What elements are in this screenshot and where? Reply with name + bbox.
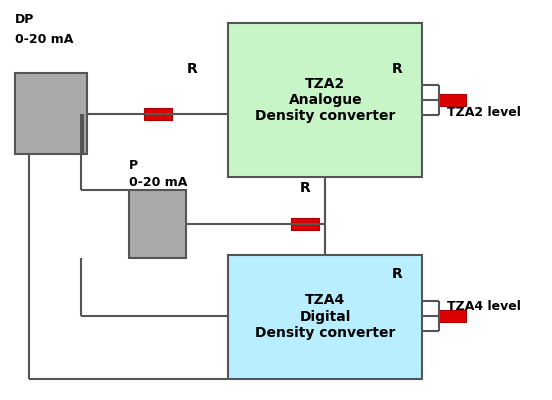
Text: TZA2
Analogue
Density converter: TZA2 Analogue Density converter bbox=[255, 77, 395, 123]
Bar bbox=[291, 218, 319, 230]
Text: 0-20 mA: 0-20 mA bbox=[129, 176, 187, 189]
Bar bbox=[228, 255, 422, 379]
Text: 0-20 mA: 0-20 mA bbox=[15, 33, 74, 46]
Text: R: R bbox=[187, 62, 198, 76]
Text: TZA4
Digital
Density converter: TZA4 Digital Density converter bbox=[255, 294, 395, 340]
Text: R: R bbox=[392, 62, 403, 76]
Text: R: R bbox=[300, 181, 310, 195]
Bar bbox=[15, 73, 87, 154]
Text: TZA2 level: TZA2 level bbox=[447, 106, 521, 119]
Bar bbox=[228, 23, 422, 177]
Bar bbox=[129, 190, 187, 258]
Text: TZA4 level: TZA4 level bbox=[447, 300, 521, 313]
Text: P: P bbox=[129, 159, 138, 172]
Text: R: R bbox=[392, 268, 403, 282]
Bar bbox=[438, 310, 466, 322]
Text: DP: DP bbox=[15, 13, 35, 26]
Bar bbox=[438, 94, 466, 106]
Bar bbox=[144, 108, 172, 120]
